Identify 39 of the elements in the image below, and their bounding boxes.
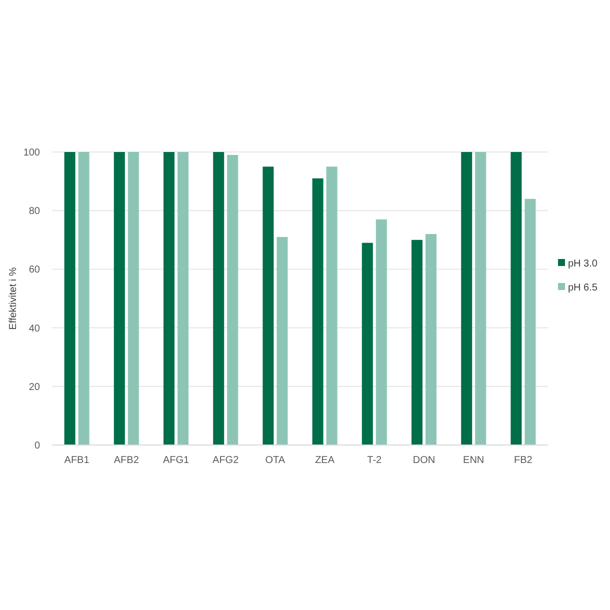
bar xyxy=(461,152,472,445)
bar xyxy=(524,198,536,445)
legend-label: pH 3.0 xyxy=(568,258,598,270)
bar xyxy=(312,178,324,445)
bar xyxy=(376,219,387,445)
bar xyxy=(276,236,288,445)
x-tick-label: ENN xyxy=(463,455,484,466)
x-tick-label: OTA xyxy=(265,455,286,466)
x-tick-label: DON xyxy=(412,455,436,466)
x-tick-label: T-2 xyxy=(367,455,382,466)
y-tick-label: 100 xyxy=(23,148,40,158)
x-tick-label: ZEA xyxy=(315,455,335,466)
bar xyxy=(227,154,238,445)
bar xyxy=(412,240,422,445)
y-tick-label: 40 xyxy=(28,323,40,334)
bar xyxy=(64,152,76,445)
x-tick-label: AFB1 xyxy=(64,455,90,466)
x-tick-label: FB2 xyxy=(514,455,533,466)
y-tick-label: 0 xyxy=(34,440,40,452)
bar xyxy=(426,234,436,445)
bar xyxy=(78,152,90,445)
bar xyxy=(510,152,522,445)
bar xyxy=(475,152,486,445)
legend-label: pH 6.5 xyxy=(568,282,598,294)
y-axis-title: Effektivitet i % xyxy=(8,267,19,330)
y-tick-label: 20 xyxy=(28,382,40,393)
x-tick-label: AFG2 xyxy=(212,455,240,466)
y-tick-label: 60 xyxy=(28,264,40,276)
bar xyxy=(114,152,125,445)
bar xyxy=(178,152,188,445)
x-tick-label: AFG1 xyxy=(162,455,190,466)
x-tick-label: AFB2 xyxy=(114,455,140,466)
y-tick-label: 80 xyxy=(28,206,40,218)
bar xyxy=(128,152,139,445)
bar xyxy=(362,242,373,445)
bar xyxy=(164,152,174,445)
bar xyxy=(213,152,224,445)
bar xyxy=(326,166,338,445)
bar xyxy=(262,166,274,445)
